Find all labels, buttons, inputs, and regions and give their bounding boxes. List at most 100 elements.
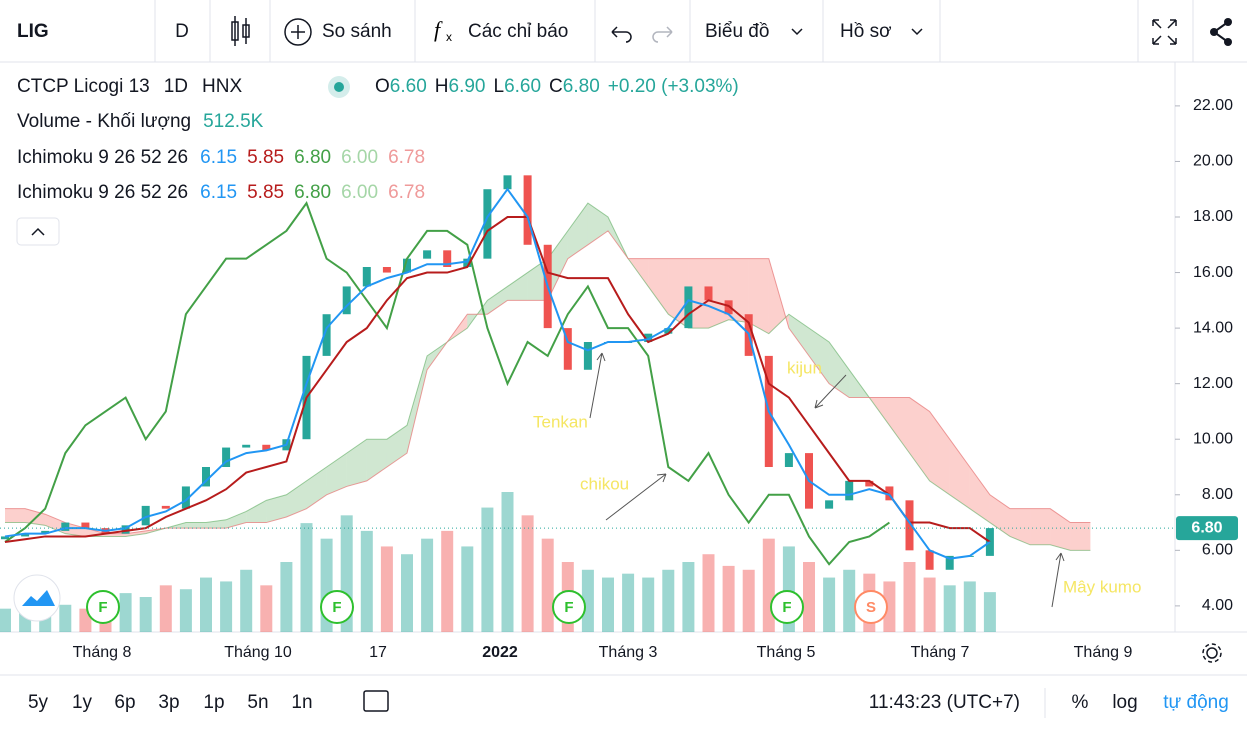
event-marker-label: F <box>98 599 107 616</box>
x-tick-label: Tháng 9 <box>1074 644 1133 661</box>
chevron <box>911 28 923 36</box>
scale-option[interactable]: tự động <box>1163 692 1229 713</box>
kumo-cloud <box>829 342 850 398</box>
ohlc-label: C <box>549 76 563 97</box>
status-dot <box>334 82 344 92</box>
legend-text: 6.00 <box>341 182 378 203</box>
volume-bar <box>843 569 856 632</box>
legend-text: 6.80 <box>294 182 331 203</box>
volume-bar <box>421 538 434 632</box>
collapse-button[interactable] <box>16 217 60 246</box>
candle <box>503 175 512 190</box>
candle <box>865 480 874 487</box>
legend-text: 5.85 <box>247 147 284 168</box>
candle <box>202 467 210 487</box>
ohlc-value: 6.80 <box>563 76 600 97</box>
kumo-cloud <box>407 355 428 454</box>
kumo-cloud <box>949 439 970 509</box>
chart-type-button[interactable]: Biểu đồ <box>705 21 769 42</box>
candle <box>563 328 572 370</box>
kumo-cloud <box>728 258 749 323</box>
volume-bar <box>682 562 695 632</box>
symbol[interactable]: LIG <box>17 21 49 42</box>
arrow <box>1051 552 1065 608</box>
volume-bar <box>963 581 976 632</box>
legend-text: 1D <box>164 76 188 97</box>
tenkan-line <box>4 187 991 560</box>
volume-bar <box>59 604 72 632</box>
candle <box>925 550 934 570</box>
kumo-cloud <box>1070 522 1091 551</box>
kumo-cloud <box>346 439 367 487</box>
kumo-cloud <box>1010 508 1031 545</box>
volume-bar <box>220 581 233 632</box>
interval-button[interactable]: D <box>175 21 189 42</box>
candle <box>342 286 351 315</box>
volume-bar <box>139 597 152 632</box>
legend-text: 5.85 <box>247 182 284 203</box>
range-button[interactable]: 6p <box>114 692 135 713</box>
undo[interactable] <box>611 26 632 43</box>
range-button[interactable]: 1p <box>203 692 224 713</box>
annotation: kijun <box>787 358 822 377</box>
range-button[interactable]: 1n <box>291 692 312 713</box>
y-tick-label: 16.00 <box>1193 264 1233 281</box>
legend-text: 6.80 <box>294 147 331 168</box>
compare-icon[interactable] <box>284 18 312 46</box>
ohlc-label: L <box>493 76 504 97</box>
event-marker <box>770 590 804 624</box>
candle <box>382 267 391 273</box>
x-tick-label: 17 <box>369 644 387 661</box>
redo[interactable] <box>652 26 673 43</box>
candle <box>825 500 834 509</box>
candle <box>81 522 90 529</box>
indicators-button[interactable]: Các chỉ báo <box>468 21 568 42</box>
range-button[interactable]: 5y <box>28 692 49 713</box>
candle <box>161 505 170 509</box>
fullscreen[interactable] <box>1152 19 1177 45</box>
volume-bar <box>662 569 675 632</box>
scale-option[interactable]: % <box>1072 692 1089 713</box>
kumo-cloud <box>748 258 769 334</box>
event-marker-label: F <box>332 599 341 616</box>
event-marker <box>320 590 354 624</box>
compare-button[interactable]: So sánh <box>322 21 392 42</box>
y-tick-label: 10.00 <box>1193 430 1233 447</box>
candle <box>784 453 793 467</box>
kumo-cloud <box>547 230 568 301</box>
range-button[interactable]: 1y <box>72 692 93 713</box>
candle <box>423 250 432 259</box>
kumo-cloud <box>909 397 930 481</box>
volume-bar <box>803 562 815 632</box>
range-button[interactable]: 3p <box>158 692 179 713</box>
candle <box>684 286 693 329</box>
logo[interactable] <box>13 574 61 622</box>
kumo-cloud <box>708 258 729 329</box>
candle <box>61 522 70 531</box>
volume-bar <box>119 593 132 632</box>
candle-icon[interactable] <box>231 16 250 46</box>
candle <box>704 286 713 301</box>
event-marker <box>854 590 888 624</box>
kijun-line <box>4 216 991 543</box>
range-button[interactable]: 5n <box>247 692 268 713</box>
y-tick-label: 12.00 <box>1193 375 1233 392</box>
candle <box>523 175 532 245</box>
legend-text: 6.15 <box>200 182 237 203</box>
volume-bar <box>823 577 836 632</box>
kumo-cloud <box>65 522 86 537</box>
candle <box>322 314 331 356</box>
settings[interactable] <box>1202 643 1222 663</box>
scale-option[interactable]: log <box>1112 692 1137 713</box>
volume-bar <box>280 562 293 632</box>
date-range-icon[interactable] <box>363 690 389 712</box>
share[interactable] <box>1210 18 1232 46</box>
change: +0.20 (+3.03%) <box>608 76 739 97</box>
profile-button[interactable]: Hồ sơ <box>840 21 892 42</box>
toolbar <box>0 0 1247 63</box>
y-tick-label: 8.00 <box>1202 486 1233 503</box>
y-tick-label: 4.00 <box>1202 597 1233 614</box>
volume-bar <box>461 546 474 632</box>
candle <box>644 333 653 342</box>
